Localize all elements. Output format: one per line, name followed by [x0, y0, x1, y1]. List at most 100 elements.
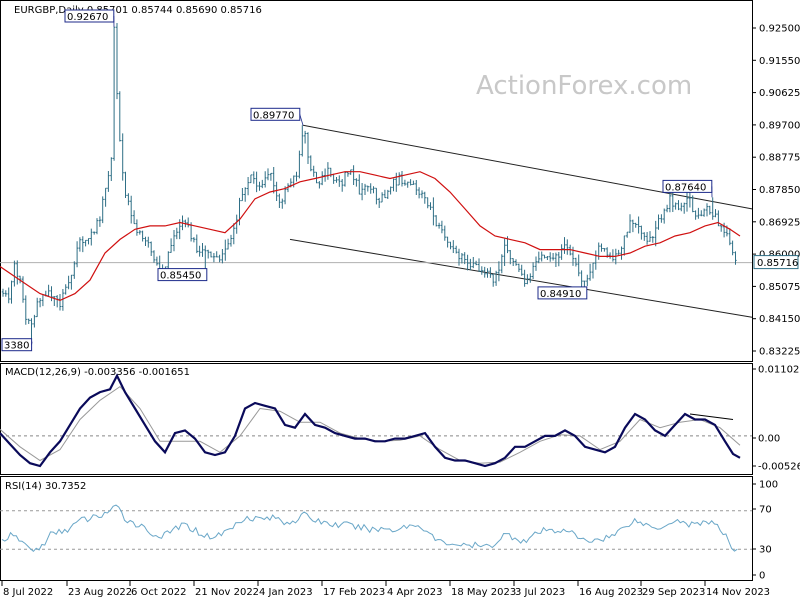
price-annotation-4: 0.87640 — [662, 179, 713, 198]
ohlc-bar — [626, 231, 629, 238]
ohlc-bar — [175, 227, 178, 240]
ohlc-bar — [497, 261, 501, 282]
ohlc-bar — [33, 314, 36, 328]
ohlc-bar — [127, 193, 130, 206]
ohlc-bar — [492, 273, 495, 287]
ohlc-bar — [252, 171, 255, 184]
ohlc-bar — [463, 252, 466, 265]
ohlc-bar — [711, 197, 714, 220]
ohlc-bar — [30, 318, 33, 342]
ohlc-bar — [58, 294, 62, 311]
ohlc-bar — [628, 214, 632, 234]
price-y-tick-label: 0.90625 — [759, 88, 800, 99]
ohlc-bar — [591, 262, 595, 279]
x-tick-label: 29 Sep 2023 — [642, 587, 705, 598]
ohlc-bar — [172, 230, 176, 252]
macd-line — [0, 373, 741, 468]
annotation-box — [157, 268, 208, 282]
ohlc-bar — [207, 249, 210, 259]
ohlc-bar — [617, 249, 620, 255]
ohlc-bar — [309, 155, 312, 172]
ohlc-bar — [665, 204, 669, 213]
ohlc-bar — [674, 202, 677, 210]
ohlc-bar — [449, 241, 452, 250]
ohlc-bar — [671, 190, 674, 212]
ohlc-bar — [697, 207, 700, 219]
ohlc-bar — [494, 270, 498, 286]
ohlc-bar — [657, 214, 660, 230]
ohlc-bar — [663, 208, 666, 224]
price-annotation-3: 0.84910 — [537, 286, 588, 300]
annotation-label: 0.89770 — [253, 110, 294, 121]
ohlc-bar — [634, 222, 637, 228]
ohlc-bar — [474, 260, 478, 266]
ohlc-bar — [303, 130, 307, 144]
ohlc-bar — [372, 186, 375, 194]
ohlc-bar — [269, 172, 273, 181]
ohlc-bar — [215, 251, 218, 258]
ohlc-bar — [278, 193, 281, 208]
price-y-tick-label: 0.86925 — [759, 217, 800, 228]
ohlc-bar — [115, 23, 119, 100]
watermark: ActionForex.com — [476, 71, 692, 101]
ohlc-bar — [466, 254, 469, 271]
ohlc-bar — [554, 252, 558, 267]
ohlc-bar — [514, 259, 518, 266]
ohlc-bar — [620, 246, 623, 260]
ohlc-bar — [7, 287, 10, 304]
ohlc-bar — [84, 239, 87, 247]
ohlc-bar — [580, 270, 583, 288]
ohlc-bar — [708, 205, 711, 215]
ohlc-bar — [101, 196, 104, 224]
x-tick-label: 14 Nov 2023 — [706, 587, 770, 598]
ohlc-bar — [714, 209, 717, 218]
ohlc-bar — [417, 187, 421, 199]
ohlc-bar — [13, 260, 16, 287]
ohlc-bar — [520, 264, 523, 276]
x-tick-label: 6 Oct 2022 — [131, 587, 186, 598]
ohlc-bar — [36, 297, 39, 318]
ohlc-bar — [386, 189, 389, 199]
ohlc-bar — [489, 267, 492, 278]
ohlc-bar — [132, 210, 136, 225]
ohlc-bar — [483, 266, 486, 278]
ohlc-bar — [375, 187, 378, 205]
price-annotation-5: 3380 — [1, 338, 33, 352]
ohlc-bar — [378, 197, 381, 208]
ohlc-bar — [423, 191, 426, 204]
ohlc-bar — [426, 197, 429, 209]
ohlc-bar — [98, 216, 102, 227]
ohlc-bar — [457, 248, 461, 266]
ohlc-bar — [107, 171, 110, 192]
ohlc-bar — [218, 254, 221, 263]
ohlc-bar — [50, 286, 53, 302]
ohlc-bar — [249, 174, 253, 184]
ohlc-bar — [4, 290, 7, 297]
x-tick-label: 18 May 2023 — [451, 587, 516, 598]
current-price-tag — [753, 255, 799, 270]
ohlc-bar — [192, 237, 196, 243]
ohlc-bar — [534, 256, 538, 271]
ohlc-bar — [38, 298, 42, 308]
ohlc-bar — [16, 260, 19, 285]
ohlc-bar — [437, 222, 441, 229]
ohlc-bar — [147, 236, 150, 248]
ohlc-bar — [266, 168, 270, 181]
ohlc-bar — [1, 288, 5, 297]
ohlc-bar — [73, 261, 76, 279]
ohlc-bar — [241, 188, 244, 202]
rsi-panel — [0, 476, 753, 581]
annotation-label: 0.84910 — [540, 289, 581, 300]
ohlc-bar — [358, 174, 361, 195]
ohlc-bar — [654, 220, 657, 247]
channel-line-1 — [289, 238, 753, 318]
x-tick-label: 21 Nov 2022 — [195, 587, 259, 598]
ohlc-bar — [138, 230, 141, 235]
ohlc-bar — [415, 180, 418, 195]
rsi-y-tick-label: 30 — [759, 545, 772, 556]
ohlc-bar — [531, 262, 535, 280]
macd-header: MACD(12,26,9) -0.003356 -0.001651 — [5, 367, 190, 378]
x-tick-label: 8 Jul 2022 — [3, 587, 53, 598]
annotation-label: 0.92670 — [67, 12, 108, 23]
macd-y-tick-label: 0.00 — [758, 434, 780, 445]
